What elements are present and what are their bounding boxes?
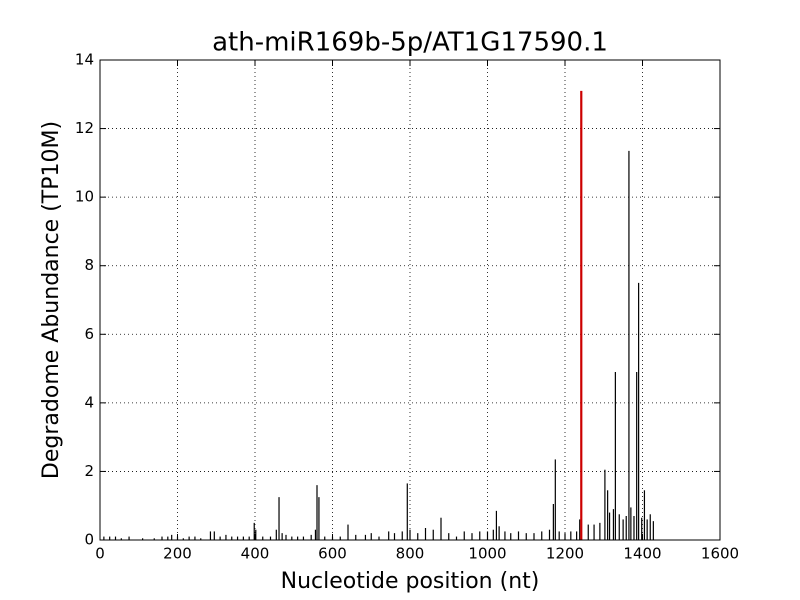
y-tick-label: 14	[75, 51, 94, 69]
x-tick-label: 800	[396, 545, 425, 563]
x-tick-label: 1600	[701, 545, 739, 563]
y-tick-label: 6	[84, 325, 94, 343]
x-axis-label: Nucleotide position (nt)	[281, 569, 540, 594]
x-tick-label: 0	[95, 545, 105, 563]
y-tick-label: 8	[84, 256, 94, 274]
plot-frame	[99, 59, 721, 541]
y-tick-label: 4	[84, 393, 94, 411]
chart-title: ath-miR169b-5p/AT1G17590.1	[212, 28, 608, 58]
y-axis-label: Degradome Abundance (TP10M)	[39, 121, 64, 479]
x-tick-label: 400	[241, 545, 270, 563]
x-tick-label: 1000	[468, 545, 506, 563]
x-tick-label: 1200	[546, 545, 584, 563]
y-tick-label: 0	[84, 531, 94, 549]
y-tick-label: 2	[84, 462, 94, 480]
y-tick-label: 12	[75, 119, 94, 137]
x-tick-label: 1400	[623, 545, 661, 563]
x-tick-label: 600	[318, 545, 347, 563]
y-tick-label: 10	[75, 188, 94, 206]
x-tick-label: 200	[163, 545, 192, 563]
